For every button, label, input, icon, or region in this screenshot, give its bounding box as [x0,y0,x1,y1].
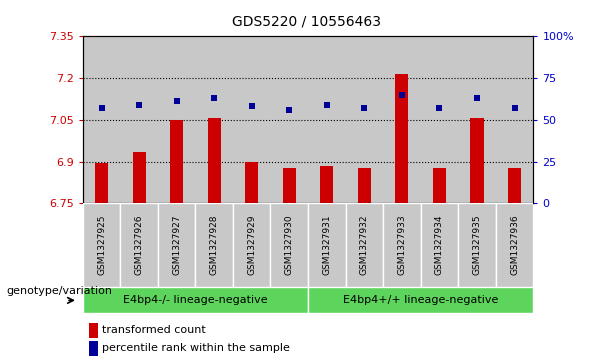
Bar [83,203,120,287]
Bar [270,36,308,203]
Bar [83,287,308,313]
Text: GSM1327932: GSM1327932 [360,215,369,275]
Text: GSM1327936: GSM1327936 [510,215,519,276]
Text: GSM1327933: GSM1327933 [397,215,406,276]
Bar [421,203,458,287]
Text: GSM1327928: GSM1327928 [210,215,219,275]
Text: GSM1327927: GSM1327927 [172,215,181,275]
Bar [245,162,258,203]
Text: E4bp4+/+ lineage-negative: E4bp4+/+ lineage-negative [343,295,498,305]
Bar [496,36,533,203]
Text: GSM1327930: GSM1327930 [285,215,294,276]
Text: GSM1327934: GSM1327934 [435,215,444,275]
Bar [196,36,233,203]
Bar [308,36,346,203]
Bar [158,36,196,203]
Bar [270,203,308,287]
Bar [170,120,183,203]
Bar [508,168,521,203]
Bar [95,163,108,203]
Text: genotype/variation: genotype/variation [6,286,112,296]
Bar [196,203,233,287]
Bar [158,203,196,287]
Bar [383,203,421,287]
Bar [120,36,158,203]
Bar [458,36,496,203]
Text: GSM1327935: GSM1327935 [473,215,481,276]
Bar [383,36,421,203]
Text: GDS5220 / 10556463: GDS5220 / 10556463 [232,15,381,29]
Bar [233,203,270,287]
Bar [83,36,120,203]
Text: GSM1327925: GSM1327925 [97,215,106,275]
Bar [346,36,383,203]
Text: E4bp4-/- lineage-negative: E4bp4-/- lineage-negative [123,295,268,305]
Bar [470,118,484,203]
Bar [433,168,446,203]
Bar [308,287,533,313]
Text: GSM1327926: GSM1327926 [135,215,143,275]
Bar [208,118,221,203]
Text: transformed count: transformed count [102,325,206,335]
Bar [358,168,371,203]
Text: GSM1327931: GSM1327931 [322,215,331,276]
Text: percentile rank within the sample: percentile rank within the sample [102,343,290,354]
Bar [496,203,533,287]
Bar [120,203,158,287]
Bar [320,166,333,203]
Text: GSM1327929: GSM1327929 [247,215,256,275]
Bar [283,168,296,203]
Bar [308,203,346,287]
Bar [395,74,408,203]
Bar [458,203,496,287]
Bar [346,203,383,287]
Bar [233,36,270,203]
Bar [132,152,146,203]
Bar [421,36,458,203]
